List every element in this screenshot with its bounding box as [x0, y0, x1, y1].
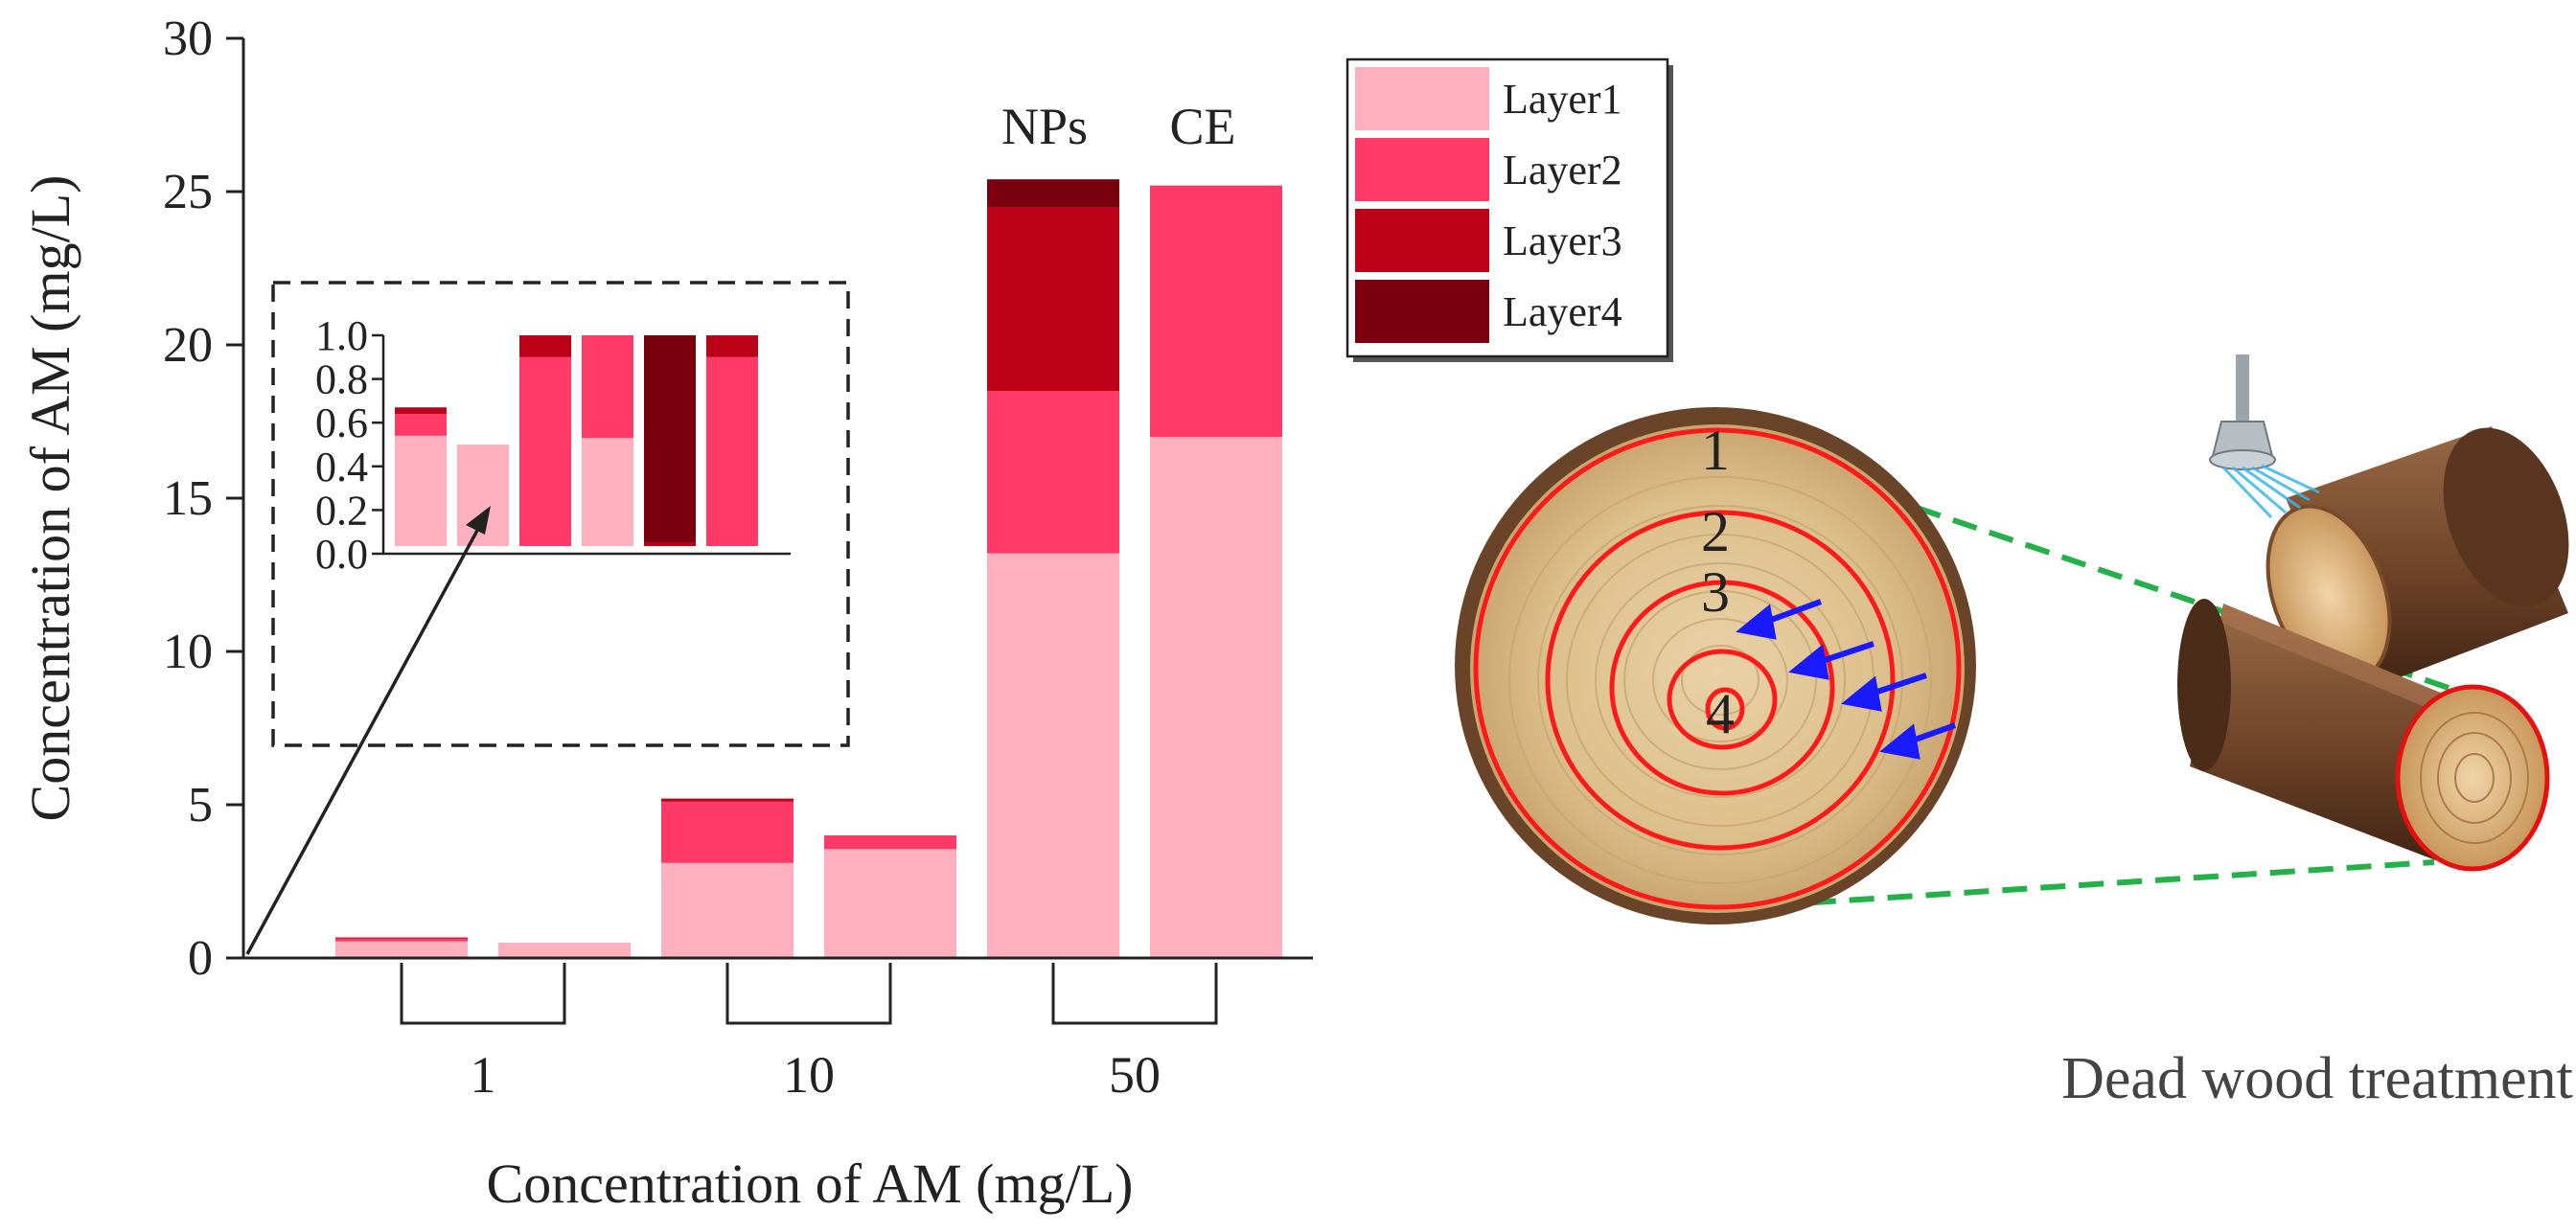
- inset-y-ticks: 0.00.20.40.60.81.0: [315, 312, 383, 578]
- bar-50-ce-layer1: [1150, 437, 1282, 958]
- bar-50-nps-layer2: [987, 391, 1119, 554]
- ring-2: [1545, 510, 1896, 851]
- group-label: 1: [471, 1046, 496, 1104]
- y-tick-label: 5: [188, 778, 213, 833]
- inset-pointer-arrow: [245, 506, 491, 955]
- bar-50-nps-layer1: [987, 553, 1119, 958]
- legend-label-layer1: Layer1: [1503, 76, 1622, 123]
- ring-3: [1609, 580, 1835, 796]
- inset-bar-1-ce-layer1: [457, 445, 509, 546]
- inset-bar-50-ce-layer3: [706, 335, 758, 357]
- inset-y-tick-label: 1.0: [315, 312, 368, 359]
- inset-y-tick-label: 0.8: [315, 356, 368, 403]
- illustration-caption: Dead wood treatment: [2061, 1046, 2573, 1111]
- inset-bar-1-nps-layer3: [395, 407, 447, 415]
- legend-swatch-layer3: [1355, 209, 1489, 272]
- inset-y-tick-label: 0.2: [315, 487, 368, 534]
- wood-cross-section: 1 2 3 4: [1455, 407, 1976, 924]
- legend: Layer1 Layer2 Layer3 Layer4: [1346, 57, 1673, 362]
- shower-head-icon: [2209, 354, 2320, 519]
- inset-y-tick-label: 0.0: [315, 531, 368, 578]
- main-bars: [335, 179, 1282, 958]
- ring-label-4: 4: [1706, 682, 1735, 745]
- arrow-icon: [1879, 722, 1957, 760]
- inset-bar-10-ce-layer2: [582, 335, 633, 439]
- inset-bar-50-ce-layer2: [706, 356, 758, 546]
- bar-1-ce-layer1: [498, 943, 631, 958]
- ring-label-3: 3: [1701, 560, 1730, 624]
- y-tick-label: 30: [163, 11, 213, 66]
- inset-bars: [395, 335, 758, 546]
- inset-bar-10-nps-layer2: [519, 356, 571, 546]
- bar-1-nps-layer1: [335, 941, 468, 958]
- y-tick-label: 20: [163, 318, 213, 373]
- inset-bar-50-nps-layer4: [644, 335, 696, 543]
- legend-label-layer3: Layer3: [1503, 217, 1622, 264]
- legend-items: Layer1 Layer2 Layer3 Layer4: [1355, 67, 1622, 343]
- bar-label-ce: CE: [1169, 98, 1235, 155]
- ring-label-2: 2: [1701, 500, 1730, 563]
- ring-4: [1667, 649, 1778, 750]
- arrow-icon: [1736, 599, 1823, 640]
- group-bracket: [1051, 963, 1218, 1025]
- bar-50-ce-layer2: [1150, 185, 1282, 437]
- main-chart: 0 5 10 15 20 25 30 1 10 50 NPs CE Concentration …: [19, 11, 1673, 1215]
- ring-core: [1705, 687, 1745, 731]
- legend-label-layer4: Layer4: [1503, 288, 1622, 335]
- group-bracket: [400, 963, 566, 1025]
- legend-label-layer2: Layer2: [1503, 147, 1622, 194]
- arrow-icon: [1788, 641, 1874, 680]
- bar-10-ce-layer2: [824, 835, 956, 850]
- inset-chart: 0.00.20.40.60.81.0: [315, 312, 791, 578]
- group-brackets: 1 10 50: [400, 963, 1218, 1104]
- bar-10-nps-layer3: [661, 798, 794, 802]
- legend-swatch-layer1: [1355, 67, 1489, 130]
- bar-10-nps-layer2: [661, 801, 794, 863]
- y-tick-label: 10: [163, 625, 213, 679]
- y-tick-label: 25: [163, 165, 213, 219]
- ring-1: [1473, 427, 1962, 910]
- legend-swatch-layer4: [1355, 280, 1489, 343]
- front-log: [2177, 599, 2550, 872]
- log-pile: [2177, 354, 2569, 872]
- back-log: [2266, 426, 2569, 690]
- inset-bar-10-nps-layer3: [519, 335, 571, 357]
- arrow-icon: [1841, 673, 1927, 712]
- inset-bar-10-ce-layer1: [582, 438, 633, 546]
- bar-1-nps-layer3: [335, 937, 468, 939]
- bar-10-ce-layer1: [824, 849, 956, 958]
- bar-label-nps: NPs: [1001, 98, 1088, 155]
- inset-y-tick-label: 0.4: [315, 444, 368, 491]
- legend-swatch-layer2: [1355, 138, 1489, 201]
- x-axis-title: Concentration of AM (mg/L): [487, 1152, 1134, 1215]
- inset-bar-1-nps-layer2: [395, 414, 447, 436]
- bar-1-nps-layer2: [335, 938, 468, 942]
- inset-y-tick-label: 0.6: [315, 399, 368, 446]
- illustration: 1 2 3 4: [1455, 354, 2573, 1111]
- y-ticks: 0 5 10 15 20 25 30: [163, 11, 243, 986]
- group-label: 50: [1109, 1046, 1161, 1104]
- bar-50-nps-layer3: [987, 207, 1119, 391]
- group-bracket: [725, 963, 892, 1025]
- bar-10-nps-layer1: [661, 862, 794, 958]
- y-axis-title: Concentration of AM (mg/L): [19, 175, 81, 822]
- inset-bar-1-nps-layer1: [395, 435, 447, 546]
- group-label: 10: [783, 1046, 835, 1104]
- bar-50-nps-layer4: [987, 179, 1119, 207]
- inset-bar-50-nps-layer3: [644, 542, 696, 546]
- inset-frame: [271, 281, 850, 747]
- y-tick-label: 15: [163, 471, 213, 526]
- ring-label-1: 1: [1701, 419, 1730, 482]
- y-tick-label: 0: [188, 931, 213, 986]
